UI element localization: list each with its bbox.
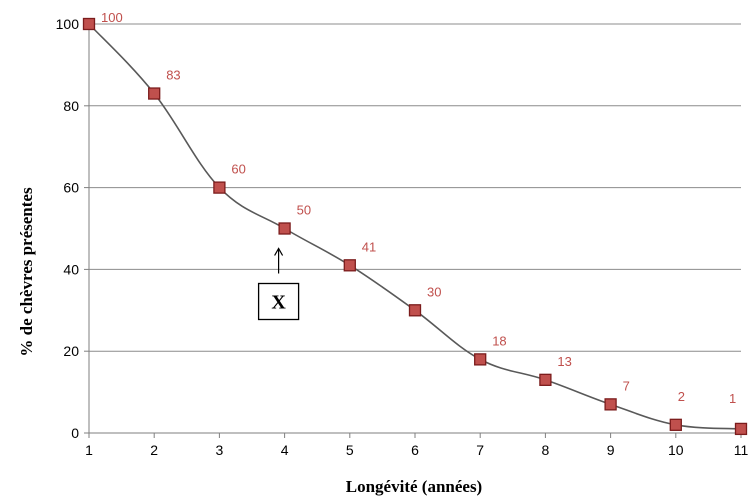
y-tick-label-100: 100: [56, 16, 80, 32]
y-tick-labels: 0 20 40 60 80 100: [56, 16, 89, 441]
data-label-10: 2: [678, 389, 685, 404]
y-tick-label-0: 0: [71, 425, 79, 441]
data-label-3: 60: [231, 162, 245, 177]
data-label-7: 18: [492, 333, 506, 348]
data-point-6: [408, 304, 422, 317]
data-point-5: [343, 259, 356, 272]
y-tick-label-80: 80: [63, 98, 79, 114]
data-label-5: 41: [362, 239, 376, 254]
annotation-box: [257, 282, 300, 321]
data-labels: 100 83 60 50 41 30 18 13 7 2 1: [101, 10, 736, 406]
data-markers: [82, 17, 748, 436]
data-point-8: [539, 373, 552, 386]
x-tick-label-2: 2: [150, 442, 158, 458]
x-tick-label-11: 11: [734, 442, 749, 458]
x-tick-label-3: 3: [216, 442, 224, 458]
data-label-8: 13: [557, 354, 571, 369]
data-point-3: [213, 181, 226, 194]
x-tick-label-8: 8: [542, 442, 550, 458]
x-axis-title: Longévité (années): [346, 477, 482, 496]
series-line: [88, 23, 742, 430]
annotation-label: X: [271, 292, 286, 314]
x-tick-label-4: 4: [281, 442, 289, 458]
data-label-1: 100: [101, 10, 123, 25]
x-tick-label-5: 5: [346, 442, 354, 458]
data-point-2: [148, 87, 161, 100]
y-tick-label-60: 60: [63, 180, 79, 196]
y-tick-label-20: 20: [63, 343, 79, 359]
data-point-10: [669, 418, 682, 431]
x-tick-label-10: 10: [668, 442, 684, 458]
data-point-4: [278, 222, 291, 235]
annotation-x: X: [257, 247, 300, 321]
data-label-6: 30: [427, 284, 441, 299]
axes: [88, 24, 741, 434]
data-point-7: [474, 353, 487, 366]
data-label-2: 83: [166, 68, 180, 83]
data-point-9: [604, 398, 617, 411]
x-tick-label-6: 6: [411, 442, 419, 458]
x-tick-label-1: 1: [85, 442, 93, 458]
y-tick-label-40: 40: [63, 261, 79, 277]
data-label-11: 1: [729, 391, 736, 406]
x-tick-labels: 1 2 3 4 5 6 7 8 9 10 11: [85, 433, 748, 458]
y-axis-title: % de chèvres présentes: [17, 187, 36, 357]
data-label-4: 50: [297, 203, 311, 218]
data-label-9: 7: [623, 378, 630, 393]
grid-lines: [89, 23, 741, 352]
annotation-arrowhead: [274, 247, 284, 256]
data-point-1: [82, 17, 96, 31]
x-tick-label-9: 9: [607, 442, 615, 458]
x-tick-label-7: 7: [476, 442, 484, 458]
data-point-11: [734, 422, 748, 436]
